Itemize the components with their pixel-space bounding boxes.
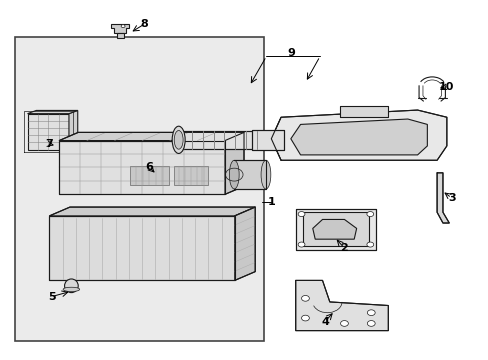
Text: 6: 6	[145, 162, 153, 172]
Polygon shape	[125, 160, 212, 189]
Circle shape	[298, 212, 305, 217]
Circle shape	[340, 320, 347, 326]
Polygon shape	[436, 173, 448, 223]
Polygon shape	[117, 33, 123, 39]
Circle shape	[301, 315, 309, 321]
Polygon shape	[271, 110, 446, 160]
Text: 8: 8	[141, 19, 148, 29]
Polygon shape	[251, 130, 283, 149]
Polygon shape	[290, 119, 427, 155]
Polygon shape	[59, 132, 244, 140]
Polygon shape	[303, 212, 368, 246]
Polygon shape	[234, 160, 265, 189]
Circle shape	[366, 320, 374, 326]
Polygon shape	[27, 111, 78, 114]
Bar	[173, 166, 207, 185]
Polygon shape	[27, 114, 69, 149]
Circle shape	[366, 212, 373, 217]
Circle shape	[366, 242, 373, 247]
Ellipse shape	[63, 287, 80, 292]
Polygon shape	[339, 107, 387, 117]
Polygon shape	[111, 24, 129, 33]
Ellipse shape	[261, 160, 270, 189]
Polygon shape	[181, 131, 256, 149]
Ellipse shape	[172, 126, 185, 153]
Polygon shape	[295, 209, 375, 250]
Polygon shape	[212, 151, 222, 189]
Circle shape	[121, 25, 125, 28]
Text: 10: 10	[438, 82, 454, 92]
Bar	[15, 37, 264, 341]
Text: 3: 3	[447, 193, 455, 203]
Polygon shape	[49, 216, 234, 280]
Polygon shape	[59, 140, 224, 194]
Text: 5: 5	[48, 292, 56, 302]
Text: 4: 4	[320, 317, 328, 327]
Polygon shape	[49, 207, 255, 216]
Polygon shape	[234, 207, 255, 280]
Polygon shape	[125, 151, 222, 160]
Circle shape	[301, 296, 309, 301]
Polygon shape	[295, 280, 387, 330]
Text: 1: 1	[267, 197, 275, 207]
Text: 2: 2	[340, 243, 347, 253]
Circle shape	[366, 310, 374, 316]
Ellipse shape	[64, 279, 78, 293]
Ellipse shape	[229, 160, 239, 189]
Bar	[130, 166, 168, 185]
Text: 7: 7	[45, 139, 53, 149]
Circle shape	[298, 242, 305, 247]
Ellipse shape	[174, 131, 183, 149]
Polygon shape	[224, 132, 244, 194]
Polygon shape	[69, 111, 78, 149]
Polygon shape	[312, 220, 356, 239]
Text: 9: 9	[286, 48, 294, 58]
